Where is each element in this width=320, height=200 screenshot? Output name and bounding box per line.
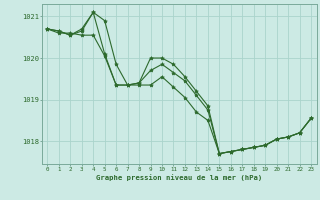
X-axis label: Graphe pression niveau de la mer (hPa): Graphe pression niveau de la mer (hPa) <box>96 174 262 181</box>
